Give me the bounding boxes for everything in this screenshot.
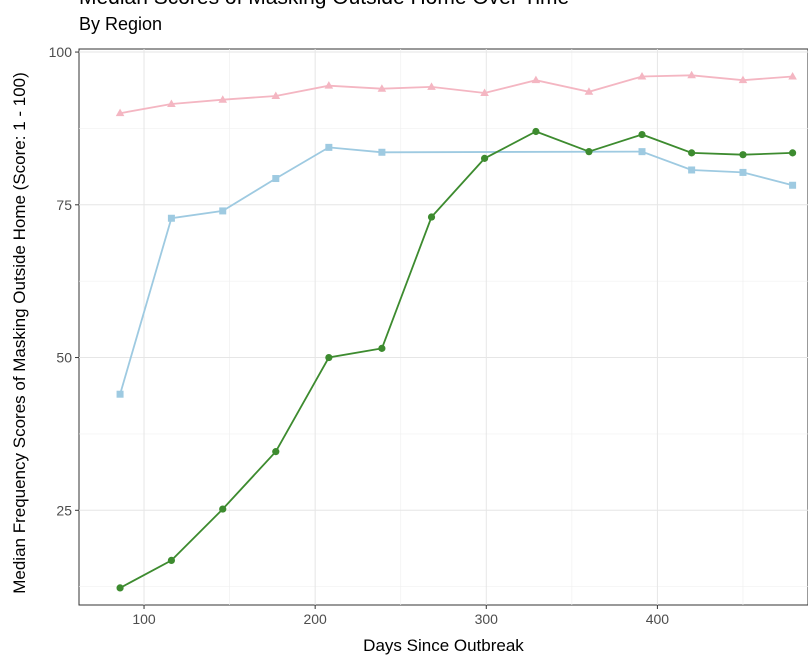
x-tick-label: 300 [475, 611, 499, 627]
data-point [531, 75, 541, 84]
data-point [272, 448, 280, 456]
series-markers [115, 70, 797, 592]
y-tick-label: 50 [56, 350, 72, 366]
data-point [218, 95, 228, 103]
data-point [688, 149, 696, 157]
y-axis-title: Median Frequency Scores of Masking Outsi… [10, 72, 29, 594]
data-point [688, 166, 696, 174]
data-point [272, 175, 280, 183]
data-point [585, 148, 593, 156]
y-tick-label: 25 [56, 502, 72, 518]
data-point [325, 143, 333, 151]
data-point [739, 168, 747, 176]
data-point [739, 151, 747, 159]
x-tick-label: 200 [303, 611, 327, 627]
data-point [167, 99, 176, 107]
data-point [427, 82, 436, 90]
data-point [637, 71, 647, 80]
data-point [271, 91, 281, 100]
data-point [584, 87, 594, 95]
data-point [116, 390, 124, 398]
data-point [638, 130, 646, 139]
data-point [377, 84, 387, 92]
data-point [325, 353, 333, 362]
data-point [116, 584, 124, 592]
chart-subtitle: By Region [79, 14, 163, 34]
x-tick-label: 400 [646, 611, 670, 627]
plot-panel [78, 48, 808, 606]
x-axis-title: Days Since Outbreak [363, 636, 524, 655]
data-point [687, 70, 696, 79]
y-tick-label: 75 [56, 197, 72, 213]
data-point [378, 344, 386, 352]
series-lines [119, 74, 793, 589]
data-point [378, 148, 386, 156]
chart-title: Median Scores of Masking Outside Home Ov… [79, 0, 569, 10]
data-point [738, 75, 748, 84]
data-point [532, 127, 540, 136]
data-point [167, 556, 176, 564]
y-tick-label: 100 [49, 44, 73, 60]
data-point [638, 148, 646, 156]
data-point [427, 213, 436, 221]
data-point [115, 108, 125, 117]
data-point [789, 181, 797, 189]
data-point [788, 149, 797, 157]
series-line-circle [119, 130, 793, 589]
x-tick-label: 100 [132, 611, 156, 627]
data-point [167, 214, 175, 222]
data-point [480, 88, 489, 96]
axis-ticks [75, 51, 658, 609]
data-point [219, 207, 227, 215]
tick-labels: 100 200 300 400 25 50 75 100 [49, 44, 670, 627]
data-point [324, 81, 334, 89]
series-line-triangle [119, 74, 793, 115]
data-point [480, 154, 489, 162]
minor-gridlines [79, 49, 808, 605]
data-point [219, 505, 227, 513]
data-point [788, 71, 797, 80]
series-line-square [119, 146, 793, 395]
